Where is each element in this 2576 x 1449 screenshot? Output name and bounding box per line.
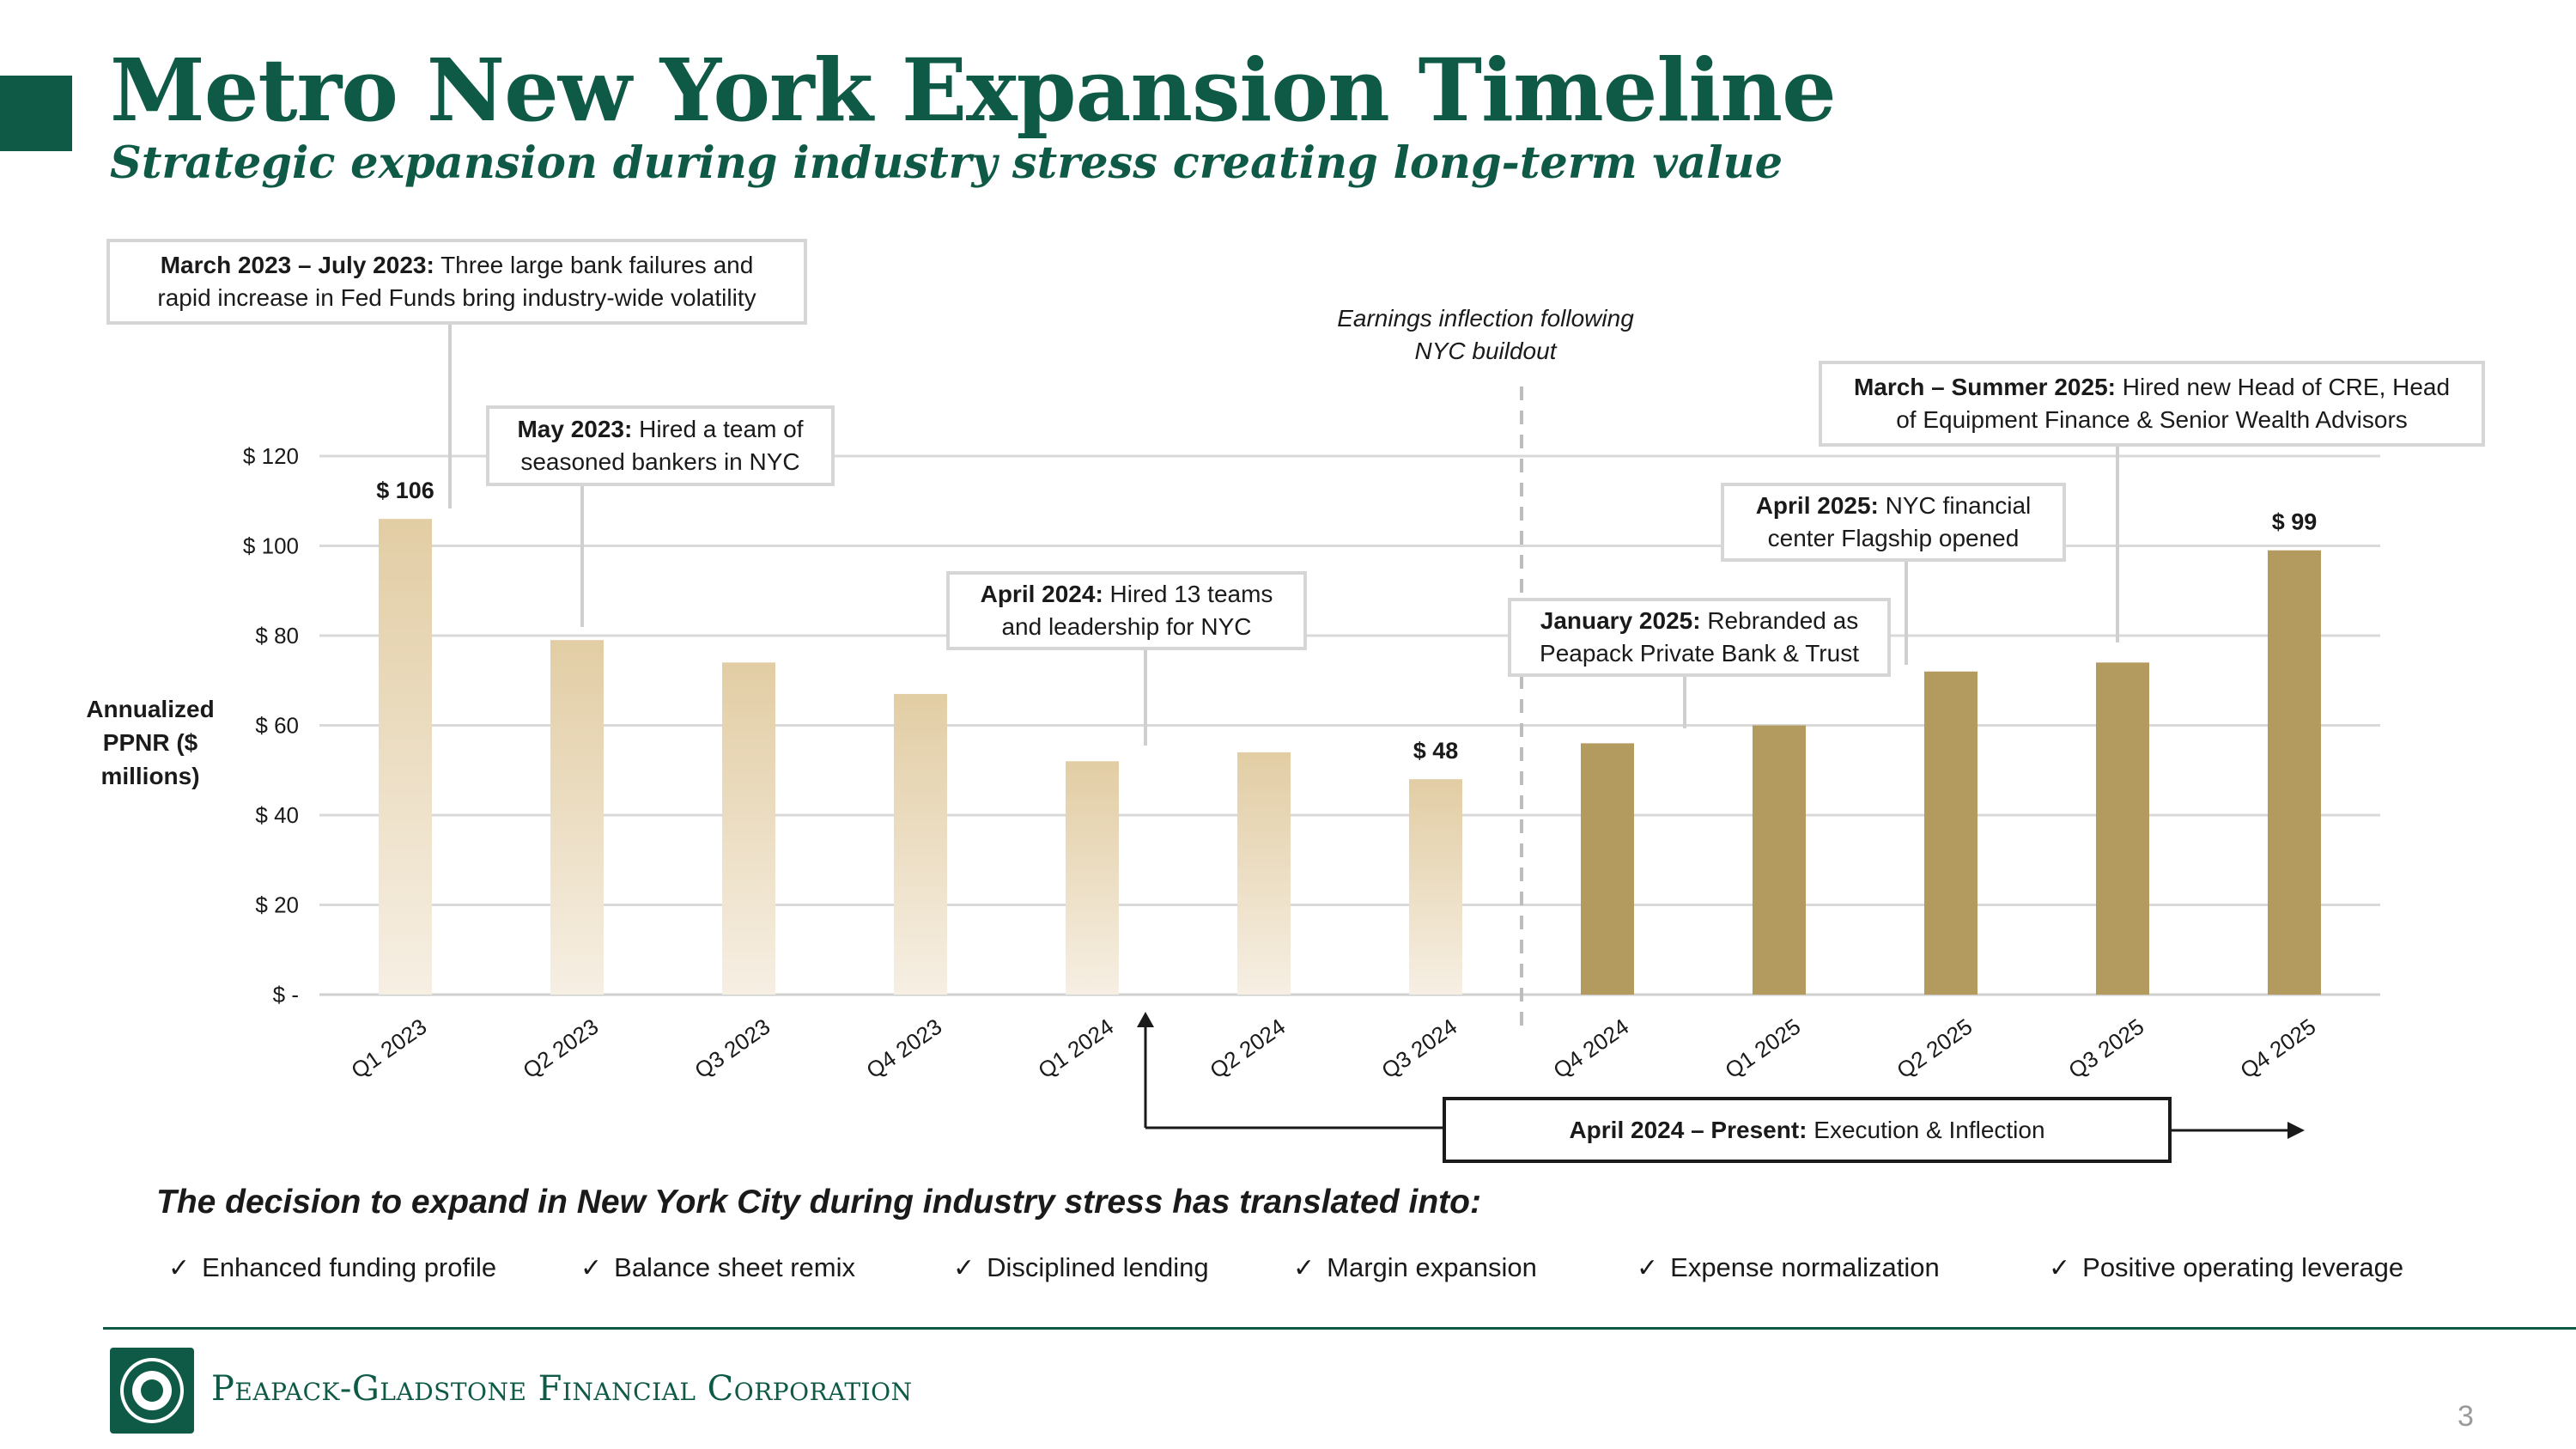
- y-tick-label: $ 20: [255, 892, 299, 918]
- up-arrowhead-icon: [1137, 1012, 1154, 1027]
- x-tick-label: Q3 2023: [690, 1014, 775, 1084]
- earnings-inflection-note: Earnings inflection following NYC buildo…: [1337, 305, 1634, 364]
- page-number: 3: [2458, 1400, 2474, 1433]
- execution-inflection-box: April 2024 – Present: Execution & Inflec…: [1443, 1097, 2172, 1163]
- y-tick-label: $ 120: [243, 443, 299, 469]
- bar: [379, 519, 432, 995]
- x-tick-label: Q2 2025: [1892, 1014, 1977, 1084]
- y-tick-label: $ 60: [255, 713, 299, 739]
- data-label: $ 99: [2272, 509, 2318, 535]
- x-tick-label: Q2 2023: [518, 1014, 603, 1084]
- checkmark-icon: ✓: [2049, 1254, 2071, 1282]
- company-seal-logo: [110, 1348, 194, 1434]
- y-axis-label: Annualized PPNR ($ millions): [86, 696, 215, 789]
- bar: [1581, 743, 1634, 995]
- bar: [1237, 752, 1291, 995]
- checkmark-icon: ✓: [953, 1254, 975, 1282]
- x-tick-label: Q3 2024: [1376, 1014, 1461, 1084]
- callout-april-2024: April 2024: Hired 13 teams and leadership…: [946, 571, 1307, 650]
- title-accent-block: [0, 76, 72, 151]
- bar: [1924, 671, 1978, 995]
- x-tick-label: Q4 2023: [861, 1014, 946, 1084]
- bar: [2096, 662, 2149, 995]
- bar: [1066, 761, 1119, 995]
- benefit-item: ✓ Positive operating leverage: [2049, 1252, 2404, 1282]
- data-label: $ 48: [1413, 738, 1459, 764]
- decision-statement: The decision to expand in New York City …: [156, 1184, 1481, 1221]
- ppnr-bar-chart: $ - $ 20 $ 40 $ 60 $ 80 $ 100 $ 120 Q1 2023 Q2 …: [243, 325, 2380, 1139]
- checkmark-icon: ✓: [1637, 1254, 1659, 1282]
- x-tick-label: Q2 2024: [1205, 1014, 1290, 1084]
- benefit-item: ✓ Expense normalization: [1637, 1252, 1940, 1282]
- bar: [1409, 779, 1462, 995]
- x-tick-label: Q4 2024: [1548, 1014, 1633, 1084]
- bar: [2268, 550, 2321, 995]
- bar: [550, 640, 604, 995]
- checkmark-icon: ✓: [168, 1254, 191, 1282]
- benefit-item: ✓ Balance sheet remix: [580, 1252, 856, 1282]
- callout-march-summer-2025: March – Summer 2025: Hired new Head of C…: [1819, 361, 2485, 447]
- y-tick-label: $ -: [273, 982, 299, 1008]
- company-name: Peapack-Gladstone Financial Corporation: [211, 1369, 913, 1409]
- page-title: Metro New York Expansion Timeline: [110, 40, 1837, 141]
- benefit-item: ✓ Enhanced funding profile: [168, 1252, 497, 1282]
- callout-may-2023: May 2023: Hired a team of seasoned banker…: [486, 405, 835, 486]
- y-tick-label: $ 80: [255, 623, 299, 648]
- x-tick-label: Q3 2025: [2063, 1014, 2148, 1084]
- page-subtitle: Strategic expansion during industry stre…: [110, 137, 1783, 189]
- callout-april-2025: April 2025: NYC financial center Flagship…: [1721, 483, 2066, 562]
- x-tick-label: Q1 2024: [1033, 1014, 1118, 1084]
- x-tick-label: Q4 2025: [2235, 1014, 2320, 1084]
- benefit-item: ✓ Disciplined lending: [953, 1252, 1209, 1282]
- x-tick-label: Q1 2025: [1720, 1014, 1805, 1084]
- bar: [894, 693, 947, 995]
- footer-divider: [103, 1327, 2576, 1330]
- callout-march-2023: March 2023 – July 2023: Three large bank…: [106, 239, 807, 325]
- checkmark-icon: ✓: [1293, 1254, 1315, 1282]
- checkmark-icon: ✓: [580, 1254, 603, 1282]
- y-tick-label: $ 40: [255, 802, 299, 828]
- bar: [722, 662, 775, 995]
- y-tick-label: $ 100: [243, 533, 299, 559]
- right-arrowhead-icon: [2287, 1122, 2305, 1139]
- data-label: $ 106: [376, 478, 434, 503]
- benefit-item: ✓ Margin expansion: [1293, 1252, 1537, 1282]
- bar: [1753, 725, 1806, 995]
- callout-january-2025: January 2025: Rebranded as Peapack Privat…: [1508, 598, 1891, 677]
- x-tick-label: Q1 2023: [346, 1014, 431, 1084]
